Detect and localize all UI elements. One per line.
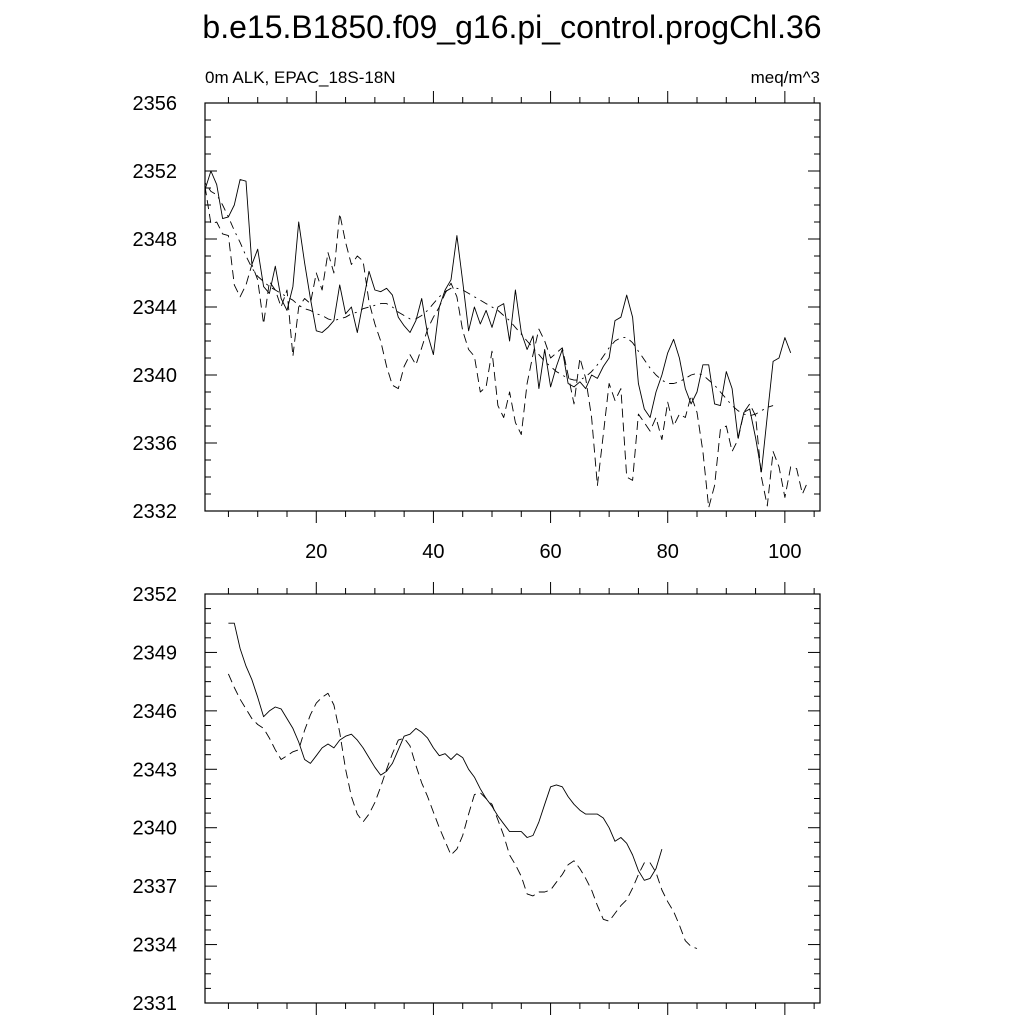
- y-tick-label: 2340: [133, 365, 178, 387]
- y-tick-label: 2352: [133, 161, 178, 183]
- y-tick-label: 2332: [133, 501, 178, 523]
- y-tick-label: 2346: [133, 701, 178, 723]
- x-tick-label: 100: [768, 541, 801, 563]
- series-line-annual-dashed: [204, 186, 809, 509]
- x-tick-label: 20: [305, 541, 327, 563]
- chart-title: b.e15.B1850.f09_g16.pi_control.progChl.3…: [202, 9, 821, 45]
- y-tick-label: 2331: [133, 993, 178, 1015]
- y-tick-label: 2343: [133, 759, 178, 781]
- y-tick-label: 2340: [133, 818, 178, 840]
- y-tick-label: 2352: [133, 584, 178, 606]
- series-line-annual-dashdot: [204, 182, 774, 417]
- y-tick-label: 2337: [133, 876, 178, 898]
- plot-frame: [204, 593, 821, 1004]
- top-panel: 0m ALK, EPAC_18S-18N meq/m^3 2332 2336 2340 2…: [133, 68, 821, 563]
- x-tick-label: 80: [657, 541, 679, 563]
- x-tick-label: 60: [539, 541, 561, 563]
- series-line-annual-solid: [204, 170, 792, 473]
- y-tick-label: 2334: [133, 935, 178, 957]
- y-tick-label: 2336: [133, 433, 178, 455]
- y-tick-label: 2356: [133, 93, 178, 115]
- y-tick-label: 2344: [133, 297, 178, 319]
- y-tick-label: 2349: [133, 642, 178, 664]
- bottom-panel: 2331 2334 2337 2340 2343 2346 2349 2352: [133, 582, 821, 1015]
- x-tick-label: 40: [422, 541, 444, 563]
- units-label: meq/m^3: [751, 68, 820, 87]
- y-tick-label: 2348: [133, 229, 178, 251]
- series-line-smoothed-dashed: [227, 673, 698, 949]
- plot-frame: [204, 102, 821, 512]
- left-label: 0m ALK, EPAC_18S-18N: [205, 68, 396, 87]
- series-line-smoothed-solid: [228, 622, 663, 881]
